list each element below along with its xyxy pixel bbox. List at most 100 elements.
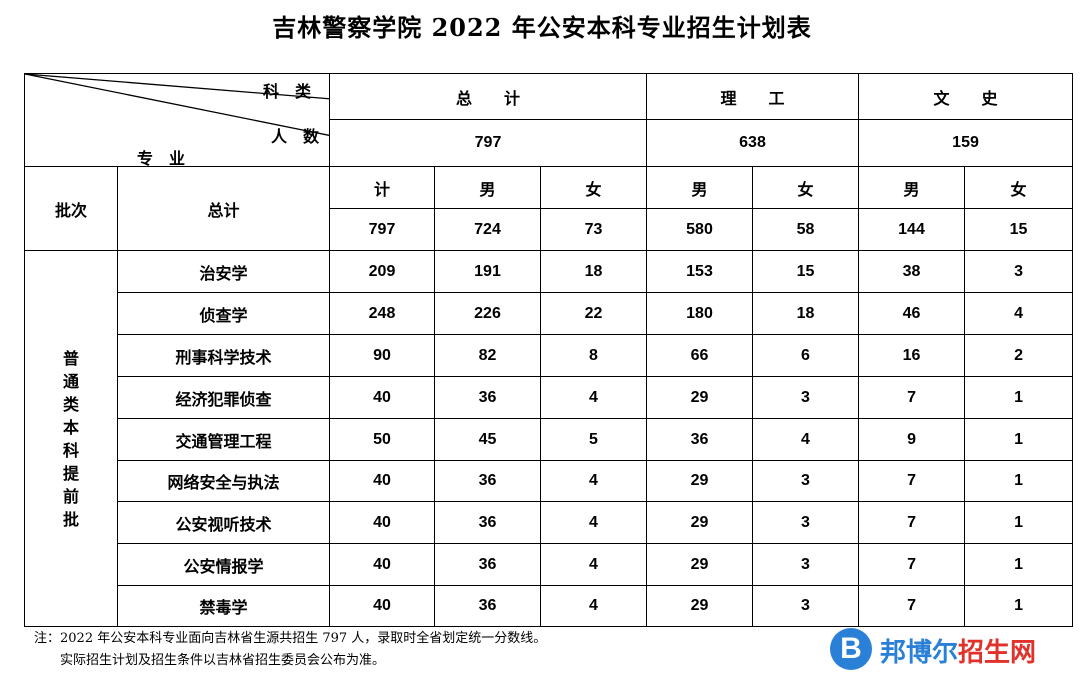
table-row: 交通管理工程 50 45 5 36 4 9 1	[25, 418, 1074, 461]
value-cell: 1	[964, 543, 1074, 586]
table-row: 普通类本科提前批治安学 209 191 18 153 15 38 3	[24, 250, 1074, 627]
value-cell: 1	[964, 460, 1074, 502]
batch-char: 通	[62, 371, 79, 391]
logo-text-red: 招生网	[958, 638, 1037, 668]
grand-total-cell: 797	[329, 208, 435, 251]
value-cell: 3	[751, 543, 860, 586]
value-cell: 180	[646, 292, 753, 335]
major-name-cell: 侦查学	[117, 292, 330, 335]
corner-category-label: 科 类	[262, 82, 311, 101]
page-title: 吉林警察学院 2022 年公安本科专业招生计划表	[272, 13, 812, 42]
value-cell: 29	[646, 376, 753, 419]
major-name-cell: 公安视听技术	[117, 501, 330, 544]
value-cell: 4	[540, 585, 647, 627]
diagonal-lines	[25, 74, 329, 136]
value-cell: 5	[540, 418, 647, 461]
value-cell: 8	[540, 334, 647, 377]
value-cell: 4	[540, 460, 647, 502]
value-cell: 45	[434, 418, 541, 461]
value-cell: 18	[751, 292, 860, 335]
value-cell: 38	[858, 250, 966, 293]
value-cell: 7	[858, 543, 966, 586]
corner-count-label: 人 数	[270, 127, 319, 146]
major-name-cell: 公安情报学	[117, 543, 330, 586]
value-cell: 6	[751, 334, 860, 377]
table-row: 禁毒学 40 36 4 29 3 7 1	[25, 585, 1074, 627]
value-cell: 4	[751, 418, 860, 461]
batch-cell: 普通类本科提前批	[24, 250, 118, 627]
value-cell: 66	[646, 334, 753, 377]
table-row: 网络安全与执法 40 36 4 29 3 7 1	[25, 460, 1074, 502]
footnote: 注：2022 年公安本科专业面向吉林省生源共招生 797 人，录取时全省划定统一…	[34, 628, 546, 672]
value-cell: 7	[858, 376, 966, 419]
logo-text-blue: 邦博尔	[880, 638, 959, 668]
value-cell: 4	[540, 501, 647, 544]
col-header: 女	[751, 166, 860, 209]
diagonal-header-cell: 科 类 人 数 专 业	[24, 73, 330, 168]
value-cell: 153	[646, 250, 753, 293]
value-cell: 4	[540, 543, 647, 586]
major-name-cell: 经济犯罪侦查	[117, 376, 330, 419]
value-cell: 18	[540, 250, 647, 293]
value-cell: 15	[751, 250, 860, 293]
value-cell: 36	[434, 460, 541, 502]
value-cell: 36	[434, 585, 541, 627]
value-cell: 209	[329, 250, 435, 293]
value-cell: 3	[964, 250, 1074, 293]
value-cell: 36	[434, 501, 541, 544]
batch-header: 批次	[24, 166, 118, 251]
value-cell: 7	[858, 501, 966, 544]
value-cell: 191	[434, 250, 541, 293]
grand-total-cell: 724	[434, 208, 541, 251]
value-cell: 40	[329, 501, 435, 544]
value-cell: 36	[434, 543, 541, 586]
logo-text: 邦博尔招生网	[880, 632, 1036, 669]
group-total-count: 797	[329, 119, 647, 167]
value-cell: 1	[964, 418, 1074, 461]
footnote-line-2: 实际招生计划及招生条件以吉林省招生委员会公布为准。	[60, 653, 386, 668]
grand-total-cell: 15	[964, 208, 1074, 251]
value-cell: 248	[329, 292, 435, 335]
value-cell: 3	[751, 376, 860, 419]
footnote-line-1: 注：2022 年公安本科专业面向吉林省生源共招生 797 人，录取时全省划定统一…	[34, 631, 547, 646]
col-header: 男	[434, 166, 541, 209]
col-header: 计	[329, 166, 435, 209]
grand-total-cell: 580	[646, 208, 753, 251]
value-cell: 4	[540, 376, 647, 419]
major-name-cell: 网络安全与执法	[117, 460, 330, 502]
value-cell: 36	[646, 418, 753, 461]
col-header: 女	[540, 166, 647, 209]
value-cell: 40	[329, 543, 435, 586]
value-cell: 40	[329, 376, 435, 419]
value-cell: 29	[646, 585, 753, 627]
value-cell: 226	[434, 292, 541, 335]
value-cell: 29	[646, 543, 753, 586]
value-cell: 29	[646, 460, 753, 502]
watermark-logo: B 邦博尔招生网	[830, 628, 1080, 672]
grand-total-cell: 144	[858, 208, 966, 251]
logo-b-icon: B	[830, 628, 872, 670]
major-name-cell: 治安学	[117, 250, 330, 293]
value-cell: 2	[964, 334, 1074, 377]
batch-char: 批	[62, 509, 79, 529]
col-header: 女	[964, 166, 1074, 209]
group-arts-count: 159	[858, 119, 1074, 167]
col-header: 男	[858, 166, 966, 209]
value-cell: 36	[434, 376, 541, 419]
table-row: 刑事科学技术 90 82 8 66 6 16 2	[25, 334, 1074, 377]
value-cell: 29	[646, 501, 753, 544]
group-arts-header: 文 史	[858, 73, 1074, 120]
batch-char: 类	[62, 394, 79, 414]
value-cell: 50	[329, 418, 435, 461]
value-cell: 22	[540, 292, 647, 335]
table-row: 公安情报学 40 36 4 29 3 7 1	[25, 543, 1074, 586]
batch-char: 提	[62, 463, 79, 483]
total-header: 总计	[117, 166, 330, 251]
value-cell: 1	[964, 501, 1074, 544]
value-cell: 40	[329, 585, 435, 627]
value-cell: 3	[751, 585, 860, 627]
major-name-cell: 禁毒学	[117, 585, 330, 627]
major-name-cell: 刑事科学技术	[117, 334, 330, 377]
batch-char: 本	[62, 417, 79, 437]
value-cell: 7	[858, 585, 966, 627]
